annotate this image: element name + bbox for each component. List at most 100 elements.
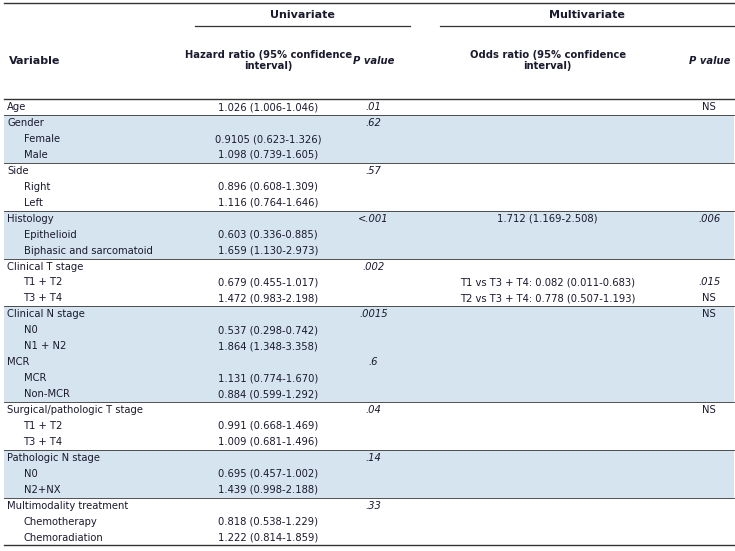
Text: Non-MCR: Non-MCR <box>24 389 69 399</box>
Text: .01: .01 <box>365 102 381 112</box>
Text: T1 + T2: T1 + T2 <box>24 278 63 288</box>
Text: Multivariate: Multivariate <box>548 10 625 20</box>
Bar <box>4 338 734 354</box>
Bar <box>4 274 734 290</box>
Bar <box>4 210 734 226</box>
Text: Chemotherapy: Chemotherapy <box>24 517 97 527</box>
Bar <box>4 3 734 99</box>
Text: Surgical/pathologic T stage: Surgical/pathologic T stage <box>7 405 143 415</box>
Bar <box>4 99 734 115</box>
Text: .04: .04 <box>365 405 381 415</box>
Bar <box>4 530 734 545</box>
Text: Multimodality treatment: Multimodality treatment <box>7 501 129 511</box>
Text: Epithelioid: Epithelioid <box>24 230 76 240</box>
Text: NS: NS <box>703 405 716 415</box>
Text: .015: .015 <box>698 278 720 288</box>
Text: 1.864 (1.348-3.358): 1.864 (1.348-3.358) <box>218 341 318 351</box>
Text: MCR: MCR <box>7 357 29 367</box>
Text: NS: NS <box>703 294 716 304</box>
Text: T3 + T4: T3 + T4 <box>24 294 62 304</box>
Bar <box>4 450 734 466</box>
Text: 0.679 (0.455-1.017): 0.679 (0.455-1.017) <box>218 278 318 288</box>
Text: 0.603 (0.336-0.885): 0.603 (0.336-0.885) <box>218 230 318 240</box>
Text: Chemoradiation: Chemoradiation <box>24 532 104 543</box>
Text: T1 + T2: T1 + T2 <box>24 421 63 431</box>
Bar <box>4 131 734 147</box>
Bar <box>4 242 734 258</box>
Bar <box>4 418 734 434</box>
Text: .6: .6 <box>369 357 378 367</box>
Text: Histology: Histology <box>7 214 54 224</box>
Bar <box>4 434 734 450</box>
Text: Odds ratio (95% confidence
interval): Odds ratio (95% confidence interval) <box>470 50 625 72</box>
Bar <box>4 195 734 211</box>
Bar <box>4 322 734 338</box>
Text: 1.026 (1.006-1.046): 1.026 (1.006-1.046) <box>218 102 318 112</box>
Text: .33: .33 <box>365 501 381 511</box>
Bar <box>4 514 734 530</box>
Text: 0.695 (0.457-1.002): 0.695 (0.457-1.002) <box>218 469 318 479</box>
Bar <box>4 354 734 370</box>
Text: Right: Right <box>24 182 50 192</box>
Bar <box>4 226 734 242</box>
Text: 0.818 (0.538-1.229): 0.818 (0.538-1.229) <box>218 517 318 527</box>
Text: 1.098 (0.739-1.605): 1.098 (0.739-1.605) <box>218 150 318 160</box>
Text: Side: Side <box>7 166 29 176</box>
Text: 1.712 (1.169-2.508): 1.712 (1.169-2.508) <box>498 214 598 224</box>
Text: 1.222 (0.814-1.859): 1.222 (0.814-1.859) <box>218 532 318 543</box>
Text: Biphasic and sarcomatoid: Biphasic and sarcomatoid <box>24 246 152 256</box>
Bar <box>4 386 734 402</box>
Bar <box>4 115 734 131</box>
Text: 1.659 (1.130-2.973): 1.659 (1.130-2.973) <box>218 246 318 256</box>
Text: N0: N0 <box>24 469 37 479</box>
Bar <box>4 370 734 386</box>
Text: N2+NX: N2+NX <box>24 485 60 495</box>
Text: T3 + T4: T3 + T4 <box>24 437 62 447</box>
Bar <box>4 163 734 179</box>
Bar <box>4 482 734 498</box>
Text: 1.472 (0.983-2.198): 1.472 (0.983-2.198) <box>218 294 318 304</box>
Text: Univariate: Univariate <box>270 10 335 20</box>
Bar <box>4 147 734 163</box>
Bar <box>4 179 734 195</box>
Text: 1.009 (0.681-1.496): 1.009 (0.681-1.496) <box>218 437 318 447</box>
Text: .57: .57 <box>365 166 381 176</box>
Text: 1.439 (0.998-2.188): 1.439 (0.998-2.188) <box>218 485 318 495</box>
Text: N1 + N2: N1 + N2 <box>24 341 66 351</box>
Text: Male: Male <box>24 150 47 160</box>
Text: 1.131 (0.774-1.670): 1.131 (0.774-1.670) <box>218 373 318 383</box>
Text: .006: .006 <box>698 214 720 224</box>
Bar <box>4 466 734 482</box>
Text: N0: N0 <box>24 325 37 336</box>
Text: Pathologic N stage: Pathologic N stage <box>7 453 101 463</box>
Text: MCR: MCR <box>24 373 46 383</box>
Text: Gender: Gender <box>7 118 44 128</box>
Text: P value: P value <box>689 56 730 66</box>
Text: Hazard ratio (95% confidence
interval): Hazard ratio (95% confidence interval) <box>184 50 352 72</box>
Text: Clinical N stage: Clinical N stage <box>7 309 85 320</box>
Text: .0015: .0015 <box>359 309 387 320</box>
Text: 0.9105 (0.623-1.326): 0.9105 (0.623-1.326) <box>215 134 321 144</box>
Text: 0.896 (0.608-1.309): 0.896 (0.608-1.309) <box>218 182 318 192</box>
Text: .62: .62 <box>365 118 381 128</box>
Bar <box>4 498 734 514</box>
Text: 1.116 (0.764-1.646): 1.116 (0.764-1.646) <box>218 198 318 208</box>
Text: 0.884 (0.599-1.292): 0.884 (0.599-1.292) <box>218 389 318 399</box>
Bar <box>4 258 734 274</box>
Text: Female: Female <box>24 134 60 144</box>
Text: NS: NS <box>703 102 716 112</box>
Text: Left: Left <box>24 198 43 208</box>
Text: .14: .14 <box>365 453 381 463</box>
Text: T1 vs T3 + T4: 0.082 (0.011-0.683): T1 vs T3 + T4: 0.082 (0.011-0.683) <box>460 278 635 288</box>
Text: Clinical T stage: Clinical T stage <box>7 262 84 272</box>
Text: 0.991 (0.668-1.469): 0.991 (0.668-1.469) <box>218 421 318 431</box>
Text: Variable: Variable <box>9 56 60 66</box>
Text: <.001: <.001 <box>358 214 389 224</box>
Text: 0.537 (0.298-0.742): 0.537 (0.298-0.742) <box>218 325 318 336</box>
Text: P value: P value <box>353 56 394 66</box>
Bar <box>4 402 734 418</box>
Text: T2 vs T3 + T4: 0.778 (0.507-1.193): T2 vs T3 + T4: 0.778 (0.507-1.193) <box>460 294 635 304</box>
Text: Age: Age <box>7 102 26 112</box>
Bar <box>4 306 734 322</box>
Text: NS: NS <box>703 309 716 320</box>
